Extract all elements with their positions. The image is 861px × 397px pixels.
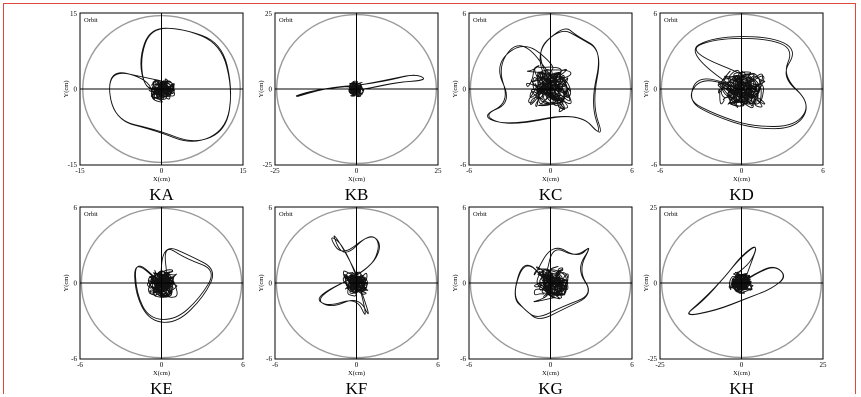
panel-label: KG [538, 379, 563, 397]
x-tick-label: -15 [75, 167, 85, 175]
x-tick-label: 6 [630, 167, 634, 175]
orbit-panel-kf: Orbit -6 0 6 6 0 -6 X(cm) Y(cm) KF [258, 204, 440, 397]
y-tick-label: 0 [463, 86, 467, 94]
x-tick-label: -6 [466, 167, 472, 175]
figure-border [3, 3, 856, 394]
legend-label: Orbit [84, 211, 98, 218]
x-tick-label: -25 [270, 167, 280, 175]
y-tick-label: -6 [71, 355, 77, 363]
y-tick-label: -15 [68, 161, 78, 169]
x-axis-label: X(cm) [153, 370, 170, 377]
x-axis-label: X(cm) [542, 370, 559, 377]
y-tick-label: 25 [650, 204, 658, 212]
y-axis-label: Y(cm) [452, 275, 459, 292]
panel-label: KH [729, 379, 754, 397]
x-tick-label: 15 [240, 167, 248, 175]
x-tick-label: 0 [355, 167, 359, 175]
legend-label: Orbit [473, 17, 487, 24]
panel-label: KE [150, 379, 173, 397]
x-tick-label: -6 [77, 361, 83, 369]
orbit-trace [487, 28, 601, 133]
x-axis-label: X(cm) [733, 370, 750, 377]
y-tick-label: 6 [463, 10, 467, 18]
orbit-trace [295, 74, 424, 98]
orbit-panel-kd: Orbit -6 0 6 6 0 -6 X(cm) Y(cm) KD [643, 10, 825, 204]
orbit-trace [514, 247, 590, 319]
orbit-trace [109, 27, 232, 142]
x-tick-label: 6 [630, 361, 634, 369]
y-tick-label: -6 [651, 161, 657, 169]
legend-label: Orbit [84, 17, 98, 24]
y-tick-label: 6 [269, 204, 273, 212]
x-tick-label: 0 [549, 167, 553, 175]
panel-label: KB [345, 185, 369, 204]
x-tick-label: 25 [435, 167, 443, 175]
y-tick-label: 0 [654, 280, 658, 288]
orbit-panel-kb: Orbit -25 0 25 25 0 -25 X(cm) Y(cm) KB [258, 10, 442, 204]
y-axis-label: Y(cm) [63, 81, 70, 98]
x-tick-label: 6 [821, 167, 825, 175]
x-axis-label: X(cm) [348, 176, 365, 183]
orbit-panel-kc: Orbit -6 0 6 6 0 -6 X(cm) Y(cm) KC [452, 10, 634, 204]
x-tick-label: 0 [740, 167, 744, 175]
orbit-panel-kg: Orbit -6 0 6 6 0 -6 X(cm) Y(cm) KG [452, 204, 634, 397]
y-tick-label: -25 [648, 355, 658, 363]
y-tick-label: 0 [74, 86, 78, 94]
x-tick-label: -25 [655, 361, 665, 369]
x-axis-label: X(cm) [542, 176, 559, 183]
y-axis-label: Y(cm) [63, 275, 70, 292]
y-axis-label: Y(cm) [258, 275, 265, 292]
x-axis-label: X(cm) [153, 176, 170, 183]
x-tick-label: 0 [160, 361, 164, 369]
y-tick-label: 6 [74, 204, 78, 212]
y-tick-label: 0 [74, 280, 78, 288]
legend-label: Orbit [664, 211, 678, 218]
legend-label: Orbit [664, 17, 678, 24]
x-tick-label: -6 [272, 361, 278, 369]
panel-label: KD [729, 185, 754, 204]
x-axis-label: X(cm) [733, 176, 750, 183]
y-tick-label: 15 [70, 10, 78, 18]
orbit-panel-ka: Orbit -15 0 15 15 0 -15 X(cm) Y(cm) KA [63, 10, 247, 204]
orbit-panel-ke: Orbit -6 0 6 6 0 -6 X(cm) Y(cm) KE [63, 204, 245, 397]
orbit-trace [688, 246, 785, 316]
y-tick-label: -6 [266, 355, 272, 363]
x-tick-label: -6 [466, 361, 472, 369]
x-tick-label: -6 [657, 167, 663, 175]
y-tick-label: 0 [463, 280, 467, 288]
y-tick-label: 0 [269, 280, 273, 288]
panel-label: KC [539, 185, 563, 204]
y-axis-label: Y(cm) [643, 81, 650, 98]
orbit-trace [134, 248, 214, 323]
y-tick-label: 0 [654, 86, 658, 94]
y-axis-label: Y(cm) [452, 81, 459, 98]
x-tick-label: 0 [740, 361, 744, 369]
y-tick-label: -25 [263, 161, 273, 169]
x-axis-label: X(cm) [348, 370, 365, 377]
x-tick-label: 0 [160, 167, 164, 175]
y-tick-label: -6 [460, 161, 466, 169]
x-tick-label: 6 [436, 361, 440, 369]
y-axis-label: Y(cm) [643, 275, 650, 292]
orbit-panel-kh: Orbit -25 0 25 25 0 -25 X(cm) Y(cm) KH [643, 204, 827, 397]
legend-label: Orbit [279, 17, 293, 24]
panel-label: KA [149, 185, 174, 204]
y-tick-label: 25 [265, 10, 273, 18]
y-tick-label: -6 [460, 355, 466, 363]
legend-label: Orbit [279, 211, 293, 218]
x-tick-label: 0 [355, 361, 359, 369]
x-tick-label: 6 [241, 361, 245, 369]
x-tick-label: 25 [820, 361, 828, 369]
y-tick-label: 0 [269, 86, 273, 94]
y-tick-label: 6 [463, 204, 467, 212]
y-axis-label: Y(cm) [258, 81, 265, 98]
legend-label: Orbit [473, 211, 487, 218]
y-tick-label: 6 [654, 10, 658, 18]
orbit-trace [690, 36, 807, 130]
panel-label: KF [346, 379, 368, 397]
orbit-trace [318, 235, 380, 315]
x-tick-label: 0 [549, 361, 553, 369]
